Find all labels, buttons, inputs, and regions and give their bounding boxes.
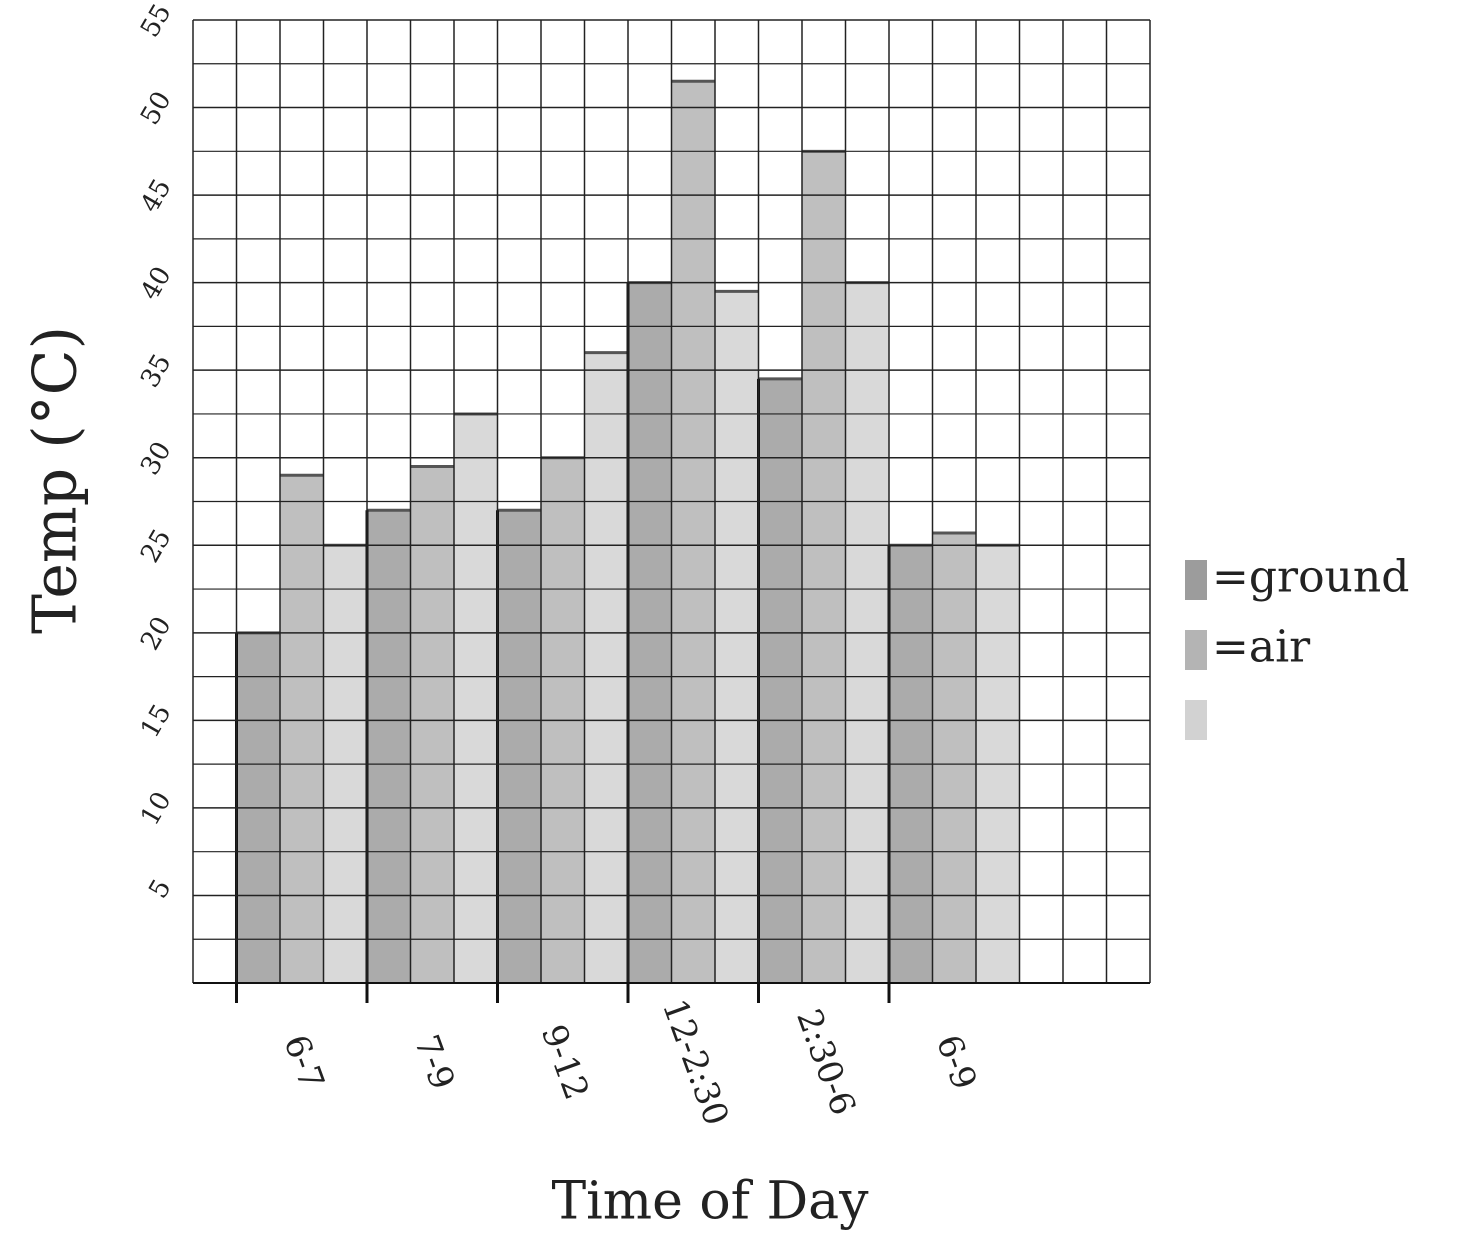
- legend-label: =ground: [1212, 552, 1409, 603]
- bar: [280, 475, 324, 983]
- x-tick-label: 7-9: [406, 1030, 462, 1095]
- y-tick-label: 45: [135, 174, 178, 218]
- bar: [802, 151, 846, 983]
- bar: [932, 533, 976, 983]
- y-tick-label: 5: [143, 874, 177, 903]
- x-tick-label: 2:30-6: [788, 1004, 863, 1121]
- x-tick-label: 12-2:30: [654, 994, 736, 1131]
- x-tick-label: 6-7: [275, 1030, 331, 1095]
- y-tick-label: 35: [135, 349, 178, 393]
- legend-swatch: [1185, 630, 1207, 670]
- legend-swatch: [1185, 700, 1207, 740]
- x-tick-label: 9-12: [533, 1020, 597, 1105]
- bar: [758, 378, 802, 983]
- bar: [367, 510, 411, 983]
- bar: [671, 81, 715, 984]
- y-tick-label: 20: [135, 612, 178, 656]
- y-tick-label: 15: [135, 699, 178, 743]
- bar: [715, 291, 759, 984]
- y-tick-label: 50: [135, 87, 178, 131]
- bar: [497, 510, 541, 983]
- y-tick-label: 30: [135, 437, 178, 481]
- bar: [584, 352, 628, 983]
- legend-label: =air: [1212, 622, 1311, 673]
- bar: [454, 413, 498, 983]
- x-axis-title: Time of Day: [551, 1172, 869, 1232]
- y-tick-label: 10: [135, 787, 178, 831]
- x-tick-label: 6-9: [928, 1030, 984, 1095]
- y-tick-label: 40: [135, 262, 178, 306]
- y-tick-label: 55: [135, 0, 178, 43]
- y-tick-label: 25: [135, 524, 178, 568]
- legend-swatch: [1185, 560, 1207, 600]
- y-axis-title: Temp (°C): [21, 326, 91, 634]
- bar: [410, 466, 454, 983]
